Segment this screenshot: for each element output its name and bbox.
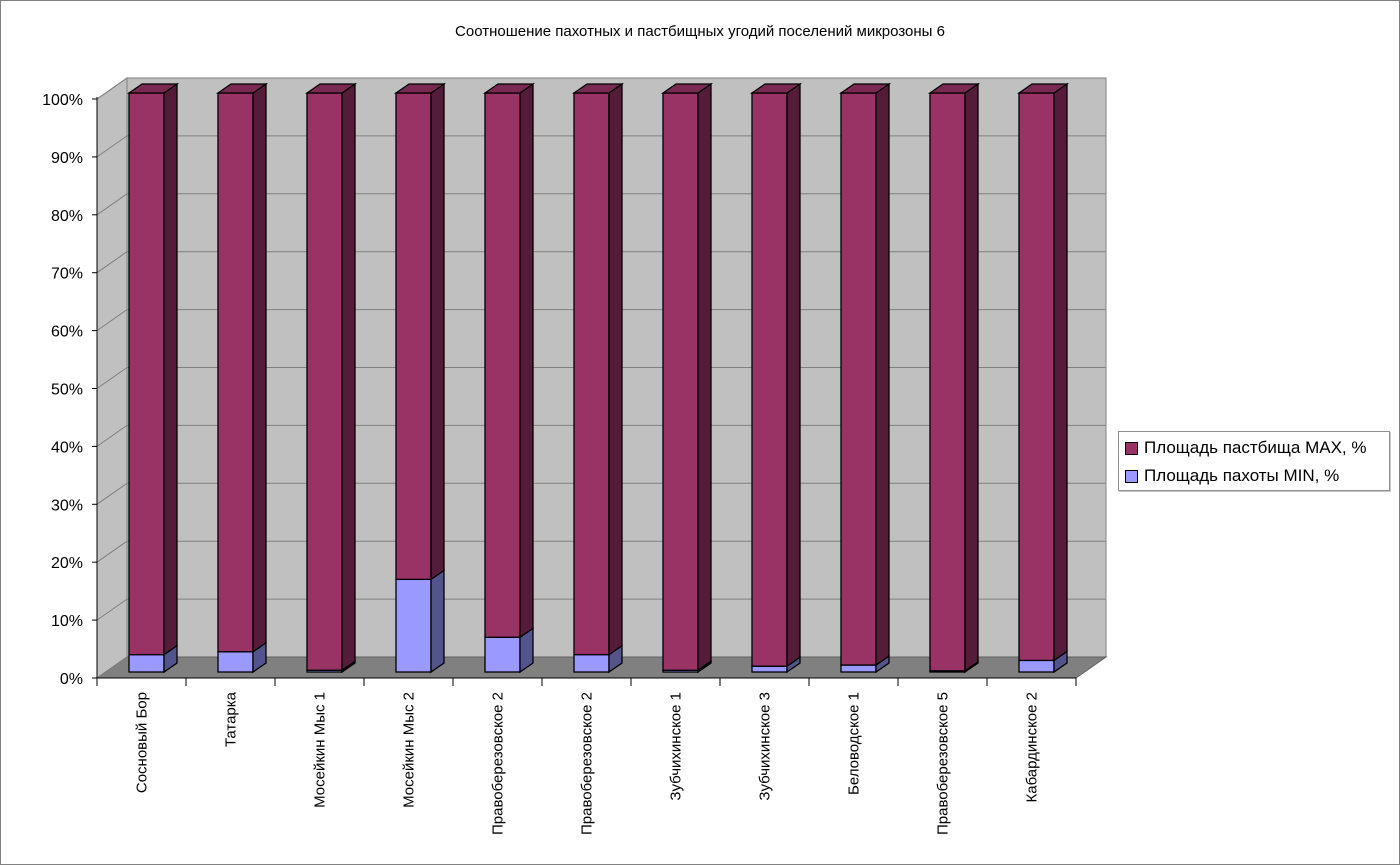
gridline-side <box>96 367 128 389</box>
gridline-side <box>96 77 128 100</box>
y-tick-label: 40% <box>51 439 83 456</box>
legend-item-pasture: Площадь пастбища MAX, % <box>1125 435 1366 461</box>
y-tick-label: 20% <box>51 555 83 572</box>
bar-pasture-side <box>430 82 445 581</box>
bar-pasture-top <box>1016 83 1070 94</box>
y-tick-label: 60% <box>51 324 83 341</box>
gridline-side <box>96 135 128 158</box>
bar-pasture-side <box>697 82 712 672</box>
legend-label-arable: Площадь пахоты MIN, % <box>1144 466 1340 485</box>
bar-arable-front <box>1018 659 1055 673</box>
bar-arable-front <box>217 651 254 673</box>
gridline-side <box>96 540 128 563</box>
gridline-side <box>96 309 128 332</box>
gridline-side <box>96 482 128 505</box>
bar-arable-front <box>395 578 432 673</box>
gridline-side <box>96 193 128 216</box>
x-tick-label: Беловодское 1 <box>846 692 863 795</box>
y-tick-label: 0% <box>60 671 83 688</box>
legend-swatch-pasture <box>1125 441 1138 455</box>
bar-pasture-front <box>306 92 343 671</box>
bar-pasture-side <box>786 82 801 668</box>
bar-pasture-top <box>393 83 447 94</box>
bar-pasture-top <box>571 83 625 94</box>
bar-pasture-side <box>252 82 267 653</box>
bar-arable-front <box>751 665 788 673</box>
y-tick-label: 30% <box>51 497 83 514</box>
gridline-side <box>96 424 128 447</box>
y-tick-label: 100% <box>42 92 83 109</box>
bar-pasture-front <box>484 92 521 638</box>
bar-pasture-front <box>751 92 788 667</box>
legend-item-arable: Площадь пахоты MIN, % <box>1125 463 1339 489</box>
y-tick-label: 50% <box>51 382 83 399</box>
x-tick-label: Правоберезовское 2 <box>579 692 596 835</box>
bar-arable-front <box>840 664 877 673</box>
bar-pasture-front <box>217 92 254 653</box>
x-tick-label: Мосейкин Мыс 1 <box>312 692 329 808</box>
bar-pasture-front <box>929 92 966 672</box>
bar-pasture-top <box>927 83 981 94</box>
chart-title: Соотношение пахотных и пастбищных угодий… <box>455 23 945 40</box>
bar-pasture-side <box>519 82 534 639</box>
chart-legend: Площадь пастбища MAX, % Площадь пахоты M… <box>1118 431 1390 491</box>
bar-arable-front <box>484 636 521 673</box>
bar-pasture-top <box>660 83 714 94</box>
bar-pasture-front <box>395 92 432 581</box>
bar-arable-front <box>128 653 165 673</box>
y-tick-label: 80% <box>51 208 83 225</box>
y-tick-label: 90% <box>51 150 83 167</box>
legend-label-pasture: Площадь пастбища MAX, % <box>1144 438 1367 457</box>
x-tick-label: Зубчихинское 3 <box>757 692 774 801</box>
bar-pasture-top <box>482 83 536 94</box>
bar-pasture-side <box>964 82 979 673</box>
bar-pasture-side <box>875 82 890 667</box>
x-tick-label: Правоберезовское 2 <box>490 692 507 835</box>
bar-pasture-front <box>1018 92 1055 662</box>
gridline-side <box>96 251 128 274</box>
y-tick-label: 10% <box>51 613 83 630</box>
x-tick-label: Кабардинское 2 <box>1024 692 1041 803</box>
bar-pasture-front <box>128 92 165 656</box>
bar-pasture-side <box>1053 82 1068 662</box>
bar-pasture-top <box>304 83 358 94</box>
bar-pasture-front <box>662 92 699 671</box>
bar-pasture-front <box>840 92 877 666</box>
bar-pasture-front <box>573 92 610 656</box>
bar-pasture-side <box>163 82 178 656</box>
bar-pasture-side <box>341 82 356 672</box>
gridline-side <box>96 598 128 621</box>
bar-pasture-top <box>215 83 269 94</box>
bar-pasture-top <box>126 83 180 94</box>
x-tick-label: Мосейкин Мыс 2 <box>401 692 418 808</box>
x-tick-label: Сосновый Бор <box>134 692 151 793</box>
x-tick-label: Зубчихинское 1 <box>668 692 685 801</box>
bar-pasture-top <box>838 83 892 94</box>
bar-pasture-top <box>749 83 803 94</box>
gridline-side <box>96 656 128 679</box>
bar-arable-front <box>573 653 610 673</box>
x-tick-label: Правоберезовское 5 <box>935 692 952 835</box>
bar-arable-side <box>430 569 445 674</box>
bar-pasture-side <box>608 82 623 656</box>
legend-swatch-arable <box>1125 469 1138 483</box>
y-tick-label: 70% <box>51 266 83 283</box>
x-tick-label: Татарка <box>223 691 240 747</box>
